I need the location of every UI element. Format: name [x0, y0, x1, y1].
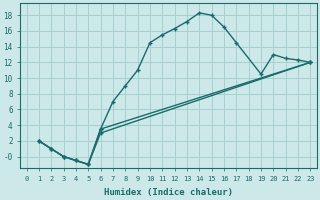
- X-axis label: Humidex (Indice chaleur): Humidex (Indice chaleur): [104, 188, 233, 197]
